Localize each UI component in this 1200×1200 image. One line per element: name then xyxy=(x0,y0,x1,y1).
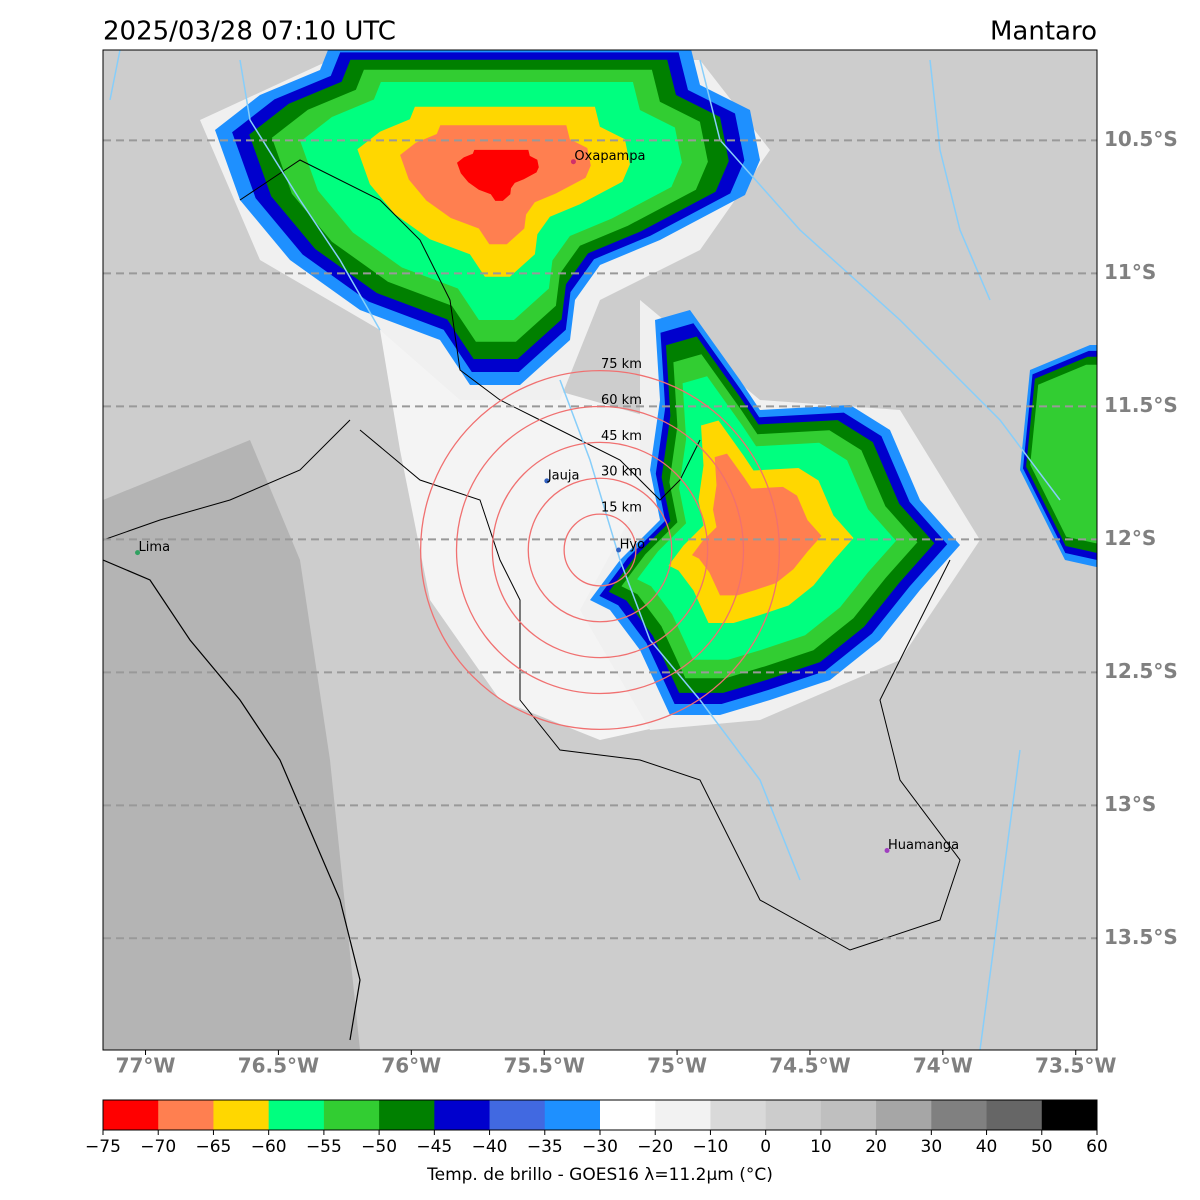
x-tick-label: 77°W xyxy=(116,1054,176,1078)
colorbar-segment xyxy=(820,1100,877,1130)
range-ring-label: 30 km xyxy=(601,465,642,480)
range-ring xyxy=(419,369,781,731)
coast-region xyxy=(103,440,360,1050)
range-ring xyxy=(563,513,637,587)
x-tick-label: 74°W xyxy=(913,1054,973,1078)
colorbar-segment xyxy=(544,1100,601,1130)
colorbar-tick-label: 10 xyxy=(810,1137,832,1157)
colorbar-tick-label: −60 xyxy=(251,1137,287,1157)
colorbar-segment xyxy=(986,1100,1043,1130)
region-name: Mantaro xyxy=(990,17,1097,47)
city-marker xyxy=(544,478,550,484)
x-tick-label: 74.5°W xyxy=(769,1054,850,1078)
colorbar-tick-label: −50 xyxy=(361,1137,397,1157)
colorbar-tick-label: −55 xyxy=(306,1137,342,1157)
colorbar-tick-label: 50 xyxy=(1031,1137,1053,1157)
city-label: Hyo xyxy=(620,538,645,553)
x-tick-label: 73.5°W xyxy=(1035,1054,1116,1078)
colorbar-tick-label: 20 xyxy=(865,1137,887,1157)
colorbar-tick-label: −10 xyxy=(692,1137,728,1157)
city-label: Lima xyxy=(139,540,170,555)
colorbar-tick-label: −20 xyxy=(637,1137,673,1157)
colorbar-segment xyxy=(600,1100,656,1130)
colorbar-label: Temp. de brillo - GOES16 λ=11.2µm (°C) xyxy=(426,1165,773,1185)
river xyxy=(109,50,1061,1050)
colorbar-segment xyxy=(489,1100,546,1130)
colorbar-segment xyxy=(434,1100,491,1130)
colorbar-tick-label: −75 xyxy=(85,1137,121,1157)
imagery: 15 km 30 km 45 km 60 km 75 km xyxy=(103,50,1097,1050)
colorbar-tick-label: 40 xyxy=(976,1137,998,1157)
range-ring xyxy=(455,405,745,695)
map-frame xyxy=(102,49,1098,1051)
colorbar-segment xyxy=(876,1100,932,1130)
y-tick-label: 13.5°S xyxy=(1104,925,1178,949)
colorbar-segment xyxy=(213,1100,270,1130)
city-label: Jauja xyxy=(547,468,580,483)
title: 2025/03/28 07:10 UTC xyxy=(103,17,396,47)
city-marker xyxy=(135,550,141,556)
x-tick-label: 75°W xyxy=(647,1054,707,1078)
colorbar-segment xyxy=(158,1100,214,1130)
range-ring-label: 60 km xyxy=(601,393,642,408)
colorbar-segment xyxy=(710,1100,767,1130)
colorbar-segment xyxy=(931,1100,988,1130)
colorbar-segment xyxy=(323,1100,380,1130)
y-tick-label: 11.5°S xyxy=(1104,393,1178,417)
cloud-layer xyxy=(1030,364,1097,544)
city-label: Huamanga xyxy=(888,838,959,853)
colorbar-segment xyxy=(655,1100,711,1130)
range-ring-label: 75 km xyxy=(601,357,642,372)
range-ring xyxy=(491,441,709,659)
colorbar-tick-label: −40 xyxy=(472,1137,508,1157)
colorbar-segment xyxy=(765,1100,822,1130)
city-marker xyxy=(884,848,890,854)
x-tick-label: 75.5°W xyxy=(503,1054,584,1078)
range-ring-label: 45 km xyxy=(601,429,642,444)
colorbar-tick-label: −45 xyxy=(416,1137,452,1157)
range-ring xyxy=(527,477,673,623)
colorbar-tick-label: −70 xyxy=(140,1137,176,1157)
colorbar-segment xyxy=(379,1100,435,1130)
colorbar-tick-label: 30 xyxy=(921,1137,943,1157)
y-tick-label: 12°S xyxy=(1104,526,1156,550)
y-tick-label: 11°S xyxy=(1104,260,1156,284)
cloud-layer xyxy=(692,453,822,596)
city-label: Oxapampa xyxy=(574,149,645,164)
colorbar-tick-label: −65 xyxy=(195,1137,231,1157)
city-marker xyxy=(570,159,576,165)
y-tick-label: 13°S xyxy=(1104,792,1156,816)
colorbar-tick-label: 0 xyxy=(760,1137,771,1157)
city-marker xyxy=(616,547,622,553)
colorbar-tick-label: −35 xyxy=(527,1137,563,1157)
colorbar-segment xyxy=(268,1100,325,1130)
x-tick-label: 76.5°W xyxy=(238,1054,319,1078)
colorbar-segment xyxy=(103,1100,159,1130)
y-tick-label: 10.5°S xyxy=(1104,127,1178,151)
coastline xyxy=(103,559,361,1041)
colorbar-segment xyxy=(1041,1100,1098,1130)
y-tick-label: 12.5°S xyxy=(1104,659,1178,683)
x-tick-label: 76°W xyxy=(381,1054,441,1078)
colorbar-tick-label: 60 xyxy=(1086,1137,1108,1157)
cloud-layer xyxy=(457,149,539,201)
colorbar-tick-label: −30 xyxy=(582,1137,618,1157)
range-ring-label: 15 km xyxy=(601,501,642,516)
